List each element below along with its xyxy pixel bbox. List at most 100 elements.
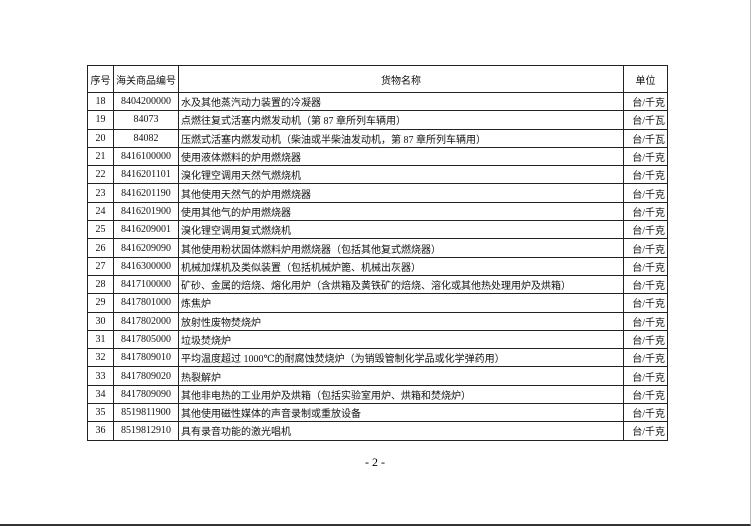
table-cell: 8417801000 [113,293,179,313]
table-cell: 32 [87,348,114,368]
table-row: 32 8417809010 平均温度超过 1000℃的耐腐蚀焚烧炉（为销毁管制化学品… [87,348,668,368]
table-cell: 21 [87,146,114,167]
table-row: 27 8416300000 机械加煤机及类似装置（包括机械炉篦、机械出灰器） 台/千克 [87,256,668,276]
table-cell: 放射性废物焚烧炉 [178,311,624,331]
table-cell: 8416300000 [113,256,179,276]
table-cell: 台/千克 [623,256,668,276]
table-row: 24 8416201900 使用其他气的炉用燃烧器 台/千克 [87,201,668,222]
table-row: 33 8417809020 热裂解炉 台/千克 [87,366,668,386]
table-cell: 8417802000 [113,311,179,331]
table-cell: 台/千克 [623,146,668,167]
table-cell: 台/千克 [623,329,668,350]
table-cell: 具有录音功能的激光唱机 [178,421,624,441]
table-cell: 8417809090 [113,384,179,405]
table-cell: 台/千克 [623,238,668,258]
table-row: 28 8417100000 矿砂、金属的焙烧、熔化用炉（含烘箱及黄铁矿的焙烧、溶化或… [87,274,668,295]
table-cell: 机械加煤机及类似装置（包括机械炉篦、机械出灰器） [178,256,624,276]
table-row: 23 8416201190 其他使用天然气的炉用燃烧器 台/千克 [87,183,668,203]
table-cell: 19 [87,110,114,130]
table-row: 30 8417802000 放射性废物焚烧炉 台/千克 [87,311,668,331]
table-cell: 8416201900 [113,201,179,222]
table-cell: 8417809020 [113,366,179,386]
table-row: 26 8416209090 其他使用粉状固体燃料炉用燃烧器（包括其他复式燃烧器） 台/… [87,238,668,258]
table-cell: 8404200000 [113,91,179,112]
table-cell: 8416100000 [113,146,179,167]
table-row: 36 8519812910 具有录音功能的激光唱机 台/千克 [87,421,668,441]
table-cell: 18 [87,91,114,112]
table-cell: 台/千克 [623,274,668,295]
table-cell: 25 [87,220,114,240]
table-cell: 84073 [113,110,179,130]
header-cell: 货物名称 [178,65,624,93]
table-cell: 33 [87,366,114,386]
table-cell: 溴化锂空调用天然气燃烧机 [178,165,624,185]
table-cell: 点燃往复式活塞内燃发动机（第 87 章所列车辆用） [178,110,624,130]
table-cell: 8416201190 [113,183,179,203]
table-cell: 使用液体燃料的炉用燃烧器 [178,146,624,167]
table-cell: 炼焦炉 [178,293,624,313]
table-cell: 8417100000 [113,274,179,295]
table-cell: 其他使用粉状固体燃料炉用燃烧器（包括其他复式燃烧器） [178,238,624,258]
table-cell: 36 [87,421,114,441]
table-cell: 8519811900 [113,403,179,423]
table-cell: 平均温度超过 1000℃的耐腐蚀焚烧炉（为销毁管制化学品或化学弹药用） [178,348,624,368]
table-row: 19 84073 点燃往复式活塞内燃发动机（第 87 章所列车辆用） 台/千瓦 [87,110,668,130]
table-cell: 34 [87,384,114,405]
table-cell: 压燃式活塞内燃发动机（柴油或半柴油发动机，第 87 章所列车辆用） [178,128,624,148]
table-row: 21 8416100000 使用液体燃料的炉用燃烧器 台/千克 [87,146,668,167]
table-cell: 8417805000 [113,329,179,350]
header-cell: 海关商品编号 [113,65,179,93]
table-cell: 溴化锂空调用复式燃烧机 [178,220,624,240]
table-cell: 台/千克 [623,183,668,203]
table-cell: 台/千克 [623,220,668,240]
table-cell: 8416209090 [113,238,179,258]
table-cell: 8416209001 [113,220,179,240]
table-cell: 20 [87,128,114,148]
table-cell: 其他使用天然气的炉用燃烧器 [178,183,624,203]
table-cell: 台/千克 [623,293,668,313]
table-cell: 8417809010 [113,348,179,368]
table-cell: 台/千克 [623,403,668,423]
table-cell: 31 [87,329,114,350]
table-cell: 8416201101 [113,165,179,185]
header-row: 序号 海关商品编号 货物名称 单位 [87,65,668,93]
table-cell: 其他非电热的工业用炉及烘箱（包括实验室用炉、烘箱和焚烧炉） [178,384,624,405]
table-row: 31 8417805000 垃圾焚烧炉 台/千克 [87,329,668,350]
table-body: 18 8404200000 水及其他蒸汽动力装置的冷凝器 台/千克 19 84073 点燃往… [87,91,668,441]
table-cell: 24 [87,201,114,222]
table-cell: 台/千克 [623,348,668,368]
table-cell: 矿砂、金属的焙烧、熔化用炉（含烘箱及黄铁矿的焙烧、溶化或其他热处理用炉及烘箱） [178,274,624,295]
table-cell: 台/千瓦 [623,128,668,148]
table-cell: 29 [87,293,114,313]
table-row: 22 8416201101 溴化锂空调用天然气燃烧机 台/千克 [87,165,668,185]
table-cell: 台/千克 [623,201,668,222]
table-cell: 台/千克 [623,165,668,185]
table-cell: 22 [87,165,114,185]
table-cell: 8519812910 [113,421,179,441]
table-cell: 30 [87,311,114,331]
table-row: 20 84082 压燃式活塞内燃发动机（柴油或半柴油发动机，第 87 章所列车辆用）… [87,128,668,148]
table-row: 25 8416209001 溴化锂空调用复式燃烧机 台/千克 [87,220,668,240]
table-cell: 台/千瓦 [623,110,668,130]
table-cell: 台/千克 [623,366,668,386]
header-cell: 单位 [623,65,668,93]
table-cell: 35 [87,403,114,423]
header-cell: 序号 [87,65,114,93]
table-cell: 水及其他蒸汽动力装置的冷凝器 [178,91,624,112]
table-row: 18 8404200000 水及其他蒸汽动力装置的冷凝器 台/千克 [87,91,668,112]
table-cell: 垃圾焚烧炉 [178,329,624,350]
page-number: - 2 - [365,455,385,469]
table-cell: 台/千克 [623,91,668,112]
table-cell: 27 [87,256,114,276]
table-cell: 其他使用磁性媒体的声音录制或重放设备 [178,403,624,423]
table-row: 34 8417809090 其他非电热的工业用炉及烘箱（包括实验室用炉、烘箱和焚烧炉… [87,384,668,405]
table-cell: 台/千克 [623,421,668,441]
table-cell: 使用其他气的炉用燃烧器 [178,201,624,222]
table-row: 29 8417801000 炼焦炉 台/千克 [87,293,668,313]
goods-table: 序号 海关商品编号 货物名称 单位 18 8404200000 水及其他蒸汽动力装置… [87,65,668,441]
table-cell: 23 [87,183,114,203]
table-cell: 台/千克 [623,384,668,405]
table-cell: 热裂解炉 [178,366,624,386]
table-cell: 26 [87,238,114,258]
